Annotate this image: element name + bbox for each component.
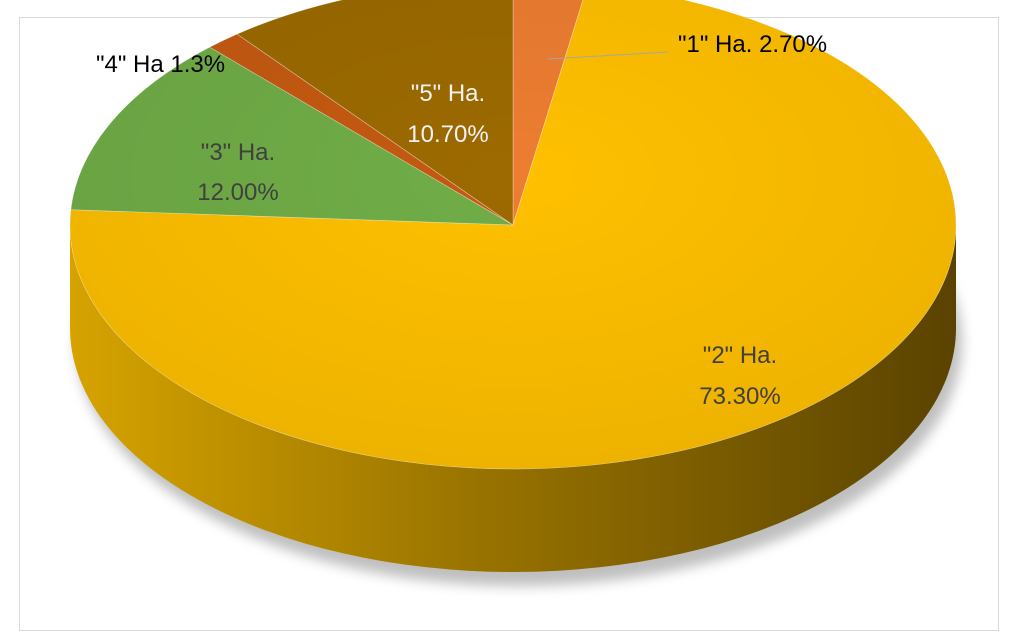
slice-2-label-pct: 73.30%: [699, 383, 780, 410]
slice-1-label: "1" Ha. 2.70%: [678, 31, 827, 58]
pie-top-shading: [70, 0, 956, 469]
pie-side-wall: [70, 225, 956, 572]
slice-1-leader-line: [547, 51, 669, 60]
slice-4-label: "4" Ha 1.3%: [96, 51, 225, 78]
slice-3-label-pct: 12.00%: [197, 179, 278, 206]
slice-3-label-name: "3" Ha.: [201, 139, 275, 166]
slice-2-label-name: "2" Ha.: [703, 342, 777, 369]
slice-5-label-pct: 10.70%: [407, 121, 488, 148]
slice-5-label-name: "5" Ha.: [411, 80, 485, 107]
